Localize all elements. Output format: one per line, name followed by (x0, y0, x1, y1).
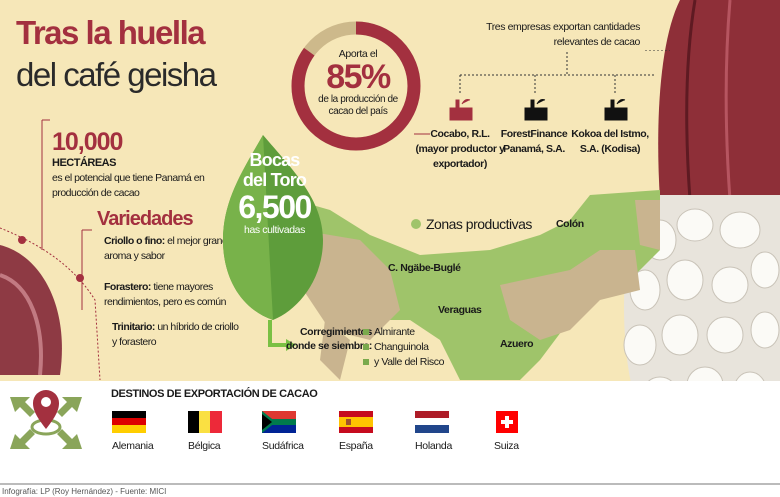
factory-icon (524, 99, 548, 121)
bocas-del-toro-label: Bocas del Toro 6,500 has cultivadas (238, 150, 312, 236)
list-item: Almirante (363, 325, 444, 340)
donut-fill (291, 21, 421, 151)
share-text: Aporta el 85% de la producción de cacao … (318, 48, 398, 117)
region-colon: Colón (556, 218, 584, 230)
list-item: Changuinola (363, 340, 444, 355)
factory-icon (604, 99, 628, 121)
export-location-icon (10, 390, 82, 449)
flag-holanda-icon (415, 411, 449, 433)
region-veraguas: Veraguas (438, 304, 482, 316)
companies-intro: Tres empresas exportan cantidades releva… (486, 21, 640, 48)
hectares-unit: HECTÁREAS (52, 157, 116, 169)
company-kokoa: Kokoa del Istmo, S.A. (Kodisa) (571, 128, 649, 155)
corregimientos-list: Almirante Changuinola y Valle del Risco (363, 325, 444, 370)
variety-forastero: Forastero: tiene mayores rendimientos, p… (104, 281, 226, 308)
factory-icon (449, 99, 473, 121)
flag-suiza-icon (496, 411, 518, 433)
hectares-value: 10,000 (52, 128, 123, 156)
company-cocabo: Cocabo, R.L. (mayor productor y exportad… (415, 128, 505, 170)
credits-footer: Infografía: LP (Roy Hernández) - Fuente:… (0, 483, 780, 497)
country-label: Sudáfrica (262, 440, 304, 452)
cacao-pod-left-illustration (0, 245, 62, 375)
varieties-title: Variedades (97, 208, 194, 230)
exports-title: DESTINOS DE EXPORTACIÓN DE CACAO (111, 388, 318, 400)
hectares-desc: es el potencial que tiene Panamá en prod… (52, 172, 205, 199)
leaf-icon (223, 135, 323, 351)
flag-sudáfrica-icon (262, 411, 296, 433)
country-label: España (339, 440, 373, 452)
company-forestfinance: ForestFinance Panamá, S.A. (500, 128, 568, 155)
country-label: Alemania (112, 440, 154, 452)
corregimientos-label: Corregimientos donde se siembra: (286, 326, 372, 352)
country-label: Suiza (494, 440, 519, 452)
region-ngabe-bugle: C. Ngäbe-Buglé (388, 262, 461, 274)
companies-connector (459, 50, 670, 95)
connector-lines (0, 119, 101, 381)
title-line2: del café geisha (16, 56, 217, 93)
region-azuero: Azuero (500, 338, 534, 350)
list-item: y Valle del Risco (363, 355, 444, 370)
flag-bélgica-icon (188, 411, 222, 433)
country-label: Bélgica (188, 440, 221, 452)
country-label: Holanda (415, 440, 453, 452)
map-legend: Zonas productivas (411, 216, 532, 232)
variety-trinitario: Trinitario: un híbrido de criollo y fora… (112, 321, 239, 348)
share-donut (291, 21, 430, 151)
legend-swatch (411, 219, 421, 229)
flag-españa-icon (339, 411, 373, 433)
title-line1: Tras la huella (16, 14, 206, 51)
flag-alemania-icon (112, 411, 146, 433)
